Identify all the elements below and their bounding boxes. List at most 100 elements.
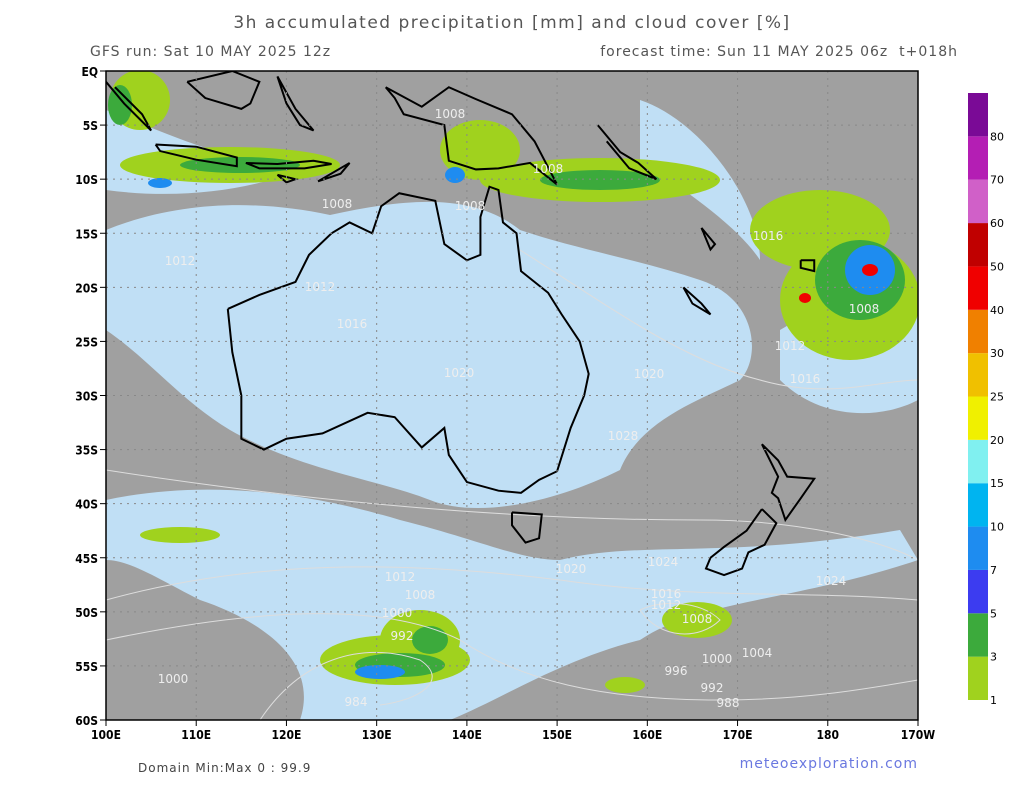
isobar-label: 1016 — [651, 587, 682, 601]
colorbar-label: 60 — [990, 217, 1004, 230]
lon-label: 160E — [632, 728, 662, 742]
lat-label: 35S — [75, 444, 98, 458]
lon-label: 150E — [542, 728, 572, 742]
colorbar-label: 50 — [990, 260, 1004, 273]
isobar-label: 1004 — [742, 646, 773, 660]
colorbar-label: 7 — [990, 564, 997, 577]
colorbar-label: 15 — [990, 477, 1004, 490]
isobar-label: 1028 — [608, 429, 639, 443]
isobar-label: 1020 — [556, 562, 587, 576]
lat-label: 30S — [75, 390, 98, 404]
domain-range: Domain Min:Max 0 : 99.9 — [138, 761, 311, 775]
lat-label: 55S — [75, 660, 98, 674]
colorbar-label: 40 — [990, 304, 1004, 317]
isobar-label: 988 — [717, 696, 740, 710]
colorbar-band — [968, 309, 988, 354]
isobar-label: 1016 — [753, 229, 784, 243]
isobar-label: 1012 — [305, 280, 336, 294]
lat-label: 25S — [75, 335, 98, 349]
isobar-label: 1024 — [648, 555, 679, 569]
colorbar-band — [968, 266, 988, 310]
isobar-label: 996 — [665, 664, 688, 678]
colorbar-label: 3 — [990, 651, 997, 664]
graticule — [106, 71, 918, 720]
colorbar-band — [968, 179, 988, 224]
coastline — [317, 162, 351, 183]
forecast-time: forecast time: Sun 11 MAY 2025 06z t+018… — [600, 44, 958, 60]
colorbar-band — [968, 136, 988, 180]
lon-label: 140E — [452, 728, 482, 742]
coastline — [384, 86, 558, 186]
isobar-label: 1012 — [165, 254, 196, 268]
colorbar-band — [968, 223, 988, 267]
isobar-label: 1020 — [444, 366, 475, 380]
lat-label: EQ — [81, 65, 98, 79]
isobar-label: 1008 — [455, 199, 486, 213]
coastline — [761, 443, 817, 523]
isobar-label: 1008 — [322, 197, 353, 211]
colorbar-band — [968, 526, 988, 570]
isobar-label: 992 — [391, 629, 414, 643]
lat-label: 40S — [75, 498, 98, 512]
lat-label: 60S — [75, 714, 98, 728]
isobar-label: 1012 — [651, 598, 682, 612]
lat-label: 45S — [75, 552, 98, 566]
colorbar-label: 1 — [990, 694, 997, 707]
coastline — [682, 286, 712, 316]
clear-sky — [106, 489, 918, 720]
isobar-label: 1008 — [533, 162, 564, 176]
colorbar-label: 5 — [990, 607, 997, 620]
lat-label: 50S — [75, 606, 98, 620]
coastline — [511, 511, 543, 544]
precip-extreme — [799, 264, 878, 303]
title: 3h accumulated precipitation [mm] and cl… — [233, 13, 790, 33]
colorbar-band — [968, 613, 988, 657]
isobar-label: 1012 — [385, 570, 416, 584]
coastlines — [106, 71, 817, 577]
colorbar-band — [968, 483, 988, 527]
isobar-label: 1000 — [702, 652, 733, 666]
lon-label: 130E — [362, 728, 392, 742]
colorbar-label: 20 — [990, 434, 1004, 447]
coastline — [700, 227, 717, 252]
isobar-label: 1000 — [382, 606, 413, 620]
lon-label: 110E — [181, 728, 211, 742]
isobar-label: 1016 — [337, 317, 368, 331]
isobars — [106, 249, 918, 720]
lat-label: 20S — [75, 281, 98, 295]
isobar-label: 1012 — [775, 339, 806, 353]
lon-label: 180 — [817, 728, 840, 742]
lat-label: 15S — [75, 227, 98, 241]
coastline — [276, 75, 315, 132]
isobar-label: 1024 — [816, 574, 847, 588]
website: meteoexploration.com — [740, 756, 918, 772]
colorbar-label: 30 — [990, 347, 1004, 360]
colorbar-label: 25 — [990, 391, 1004, 404]
colorbar-band — [968, 439, 988, 484]
lon-label: 120E — [271, 728, 301, 742]
lat-label: 5S — [83, 119, 98, 133]
colorbar-band — [968, 93, 988, 137]
isobar-label: 1008 — [682, 612, 713, 626]
colorbar-band — [968, 569, 988, 614]
isobar-label: 1008 — [849, 302, 880, 316]
isobar-label: 1008 — [435, 107, 466, 121]
clear-sky — [106, 201, 752, 509]
lon-label: 170W — [901, 728, 936, 742]
run-time: GFS run: Sat 10 MAY 2025 12z — [90, 44, 331, 60]
lon-label: 100E — [91, 728, 121, 742]
colorbar-label: 80 — [990, 130, 1004, 143]
coastline — [106, 81, 152, 132]
colorbar-band — [968, 656, 988, 700]
coastline — [186, 71, 261, 110]
isobar-label: 1008 — [405, 588, 436, 602]
lat-label: 10S — [75, 173, 98, 187]
coastline — [799, 259, 816, 273]
isobar-label: 1020 — [634, 367, 665, 381]
colorbar-band — [968, 396, 988, 440]
colorbar-band — [968, 353, 988, 397]
coastline — [245, 159, 332, 170]
coastline — [226, 185, 590, 494]
isobar-label: 984 — [345, 695, 368, 709]
